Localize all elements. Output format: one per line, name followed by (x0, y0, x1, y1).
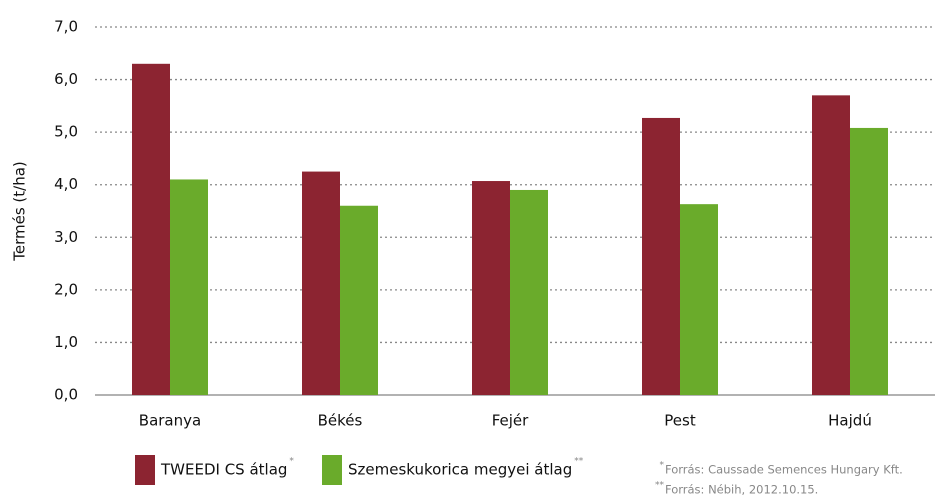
y-tick-label: 0,0 (54, 386, 78, 404)
legend-marker: * (289, 457, 294, 467)
y-axis-label: Termés (t/ha) (11, 161, 29, 262)
x-tick-label: Fejér (492, 412, 529, 430)
legend-marker: ** (574, 457, 584, 467)
bar (812, 95, 850, 395)
footnote: Forrás: Caussade Semences Hungary Kft. (665, 463, 903, 477)
bar (510, 189, 548, 395)
x-tick-label: Hajdú (828, 412, 872, 430)
bar (680, 204, 718, 395)
bar (132, 63, 170, 396)
legend-swatch (322, 455, 342, 485)
bar (642, 117, 680, 395)
bar (340, 205, 378, 395)
bar (170, 179, 208, 395)
bar (472, 181, 510, 395)
x-tick-label: Békés (318, 412, 363, 430)
x-tick-label: Baranya (139, 412, 201, 430)
legend-label: TWEEDI CS átlag (160, 461, 287, 479)
footnote-marker: * (660, 461, 665, 471)
footnote: Forrás: Nébih, 2012.10.15. (665, 483, 818, 497)
bar (850, 127, 888, 396)
bar (302, 171, 340, 395)
y-tick-label: 1,0 (54, 333, 78, 351)
y-tick-label: 5,0 (54, 123, 78, 141)
y-tick-label: 6,0 (54, 70, 78, 88)
y-tick-label: 2,0 (54, 280, 78, 298)
legend-label: Szemeskukorica megyei átlag (348, 461, 572, 479)
footnote-marker: ** (655, 481, 665, 491)
y-tick-label: 3,0 (54, 228, 78, 246)
legend-swatch (135, 455, 155, 485)
x-tick-label: Pest (664, 412, 696, 430)
y-tick-label: 7,0 (54, 18, 78, 36)
y-tick-label: 4,0 (54, 175, 78, 193)
